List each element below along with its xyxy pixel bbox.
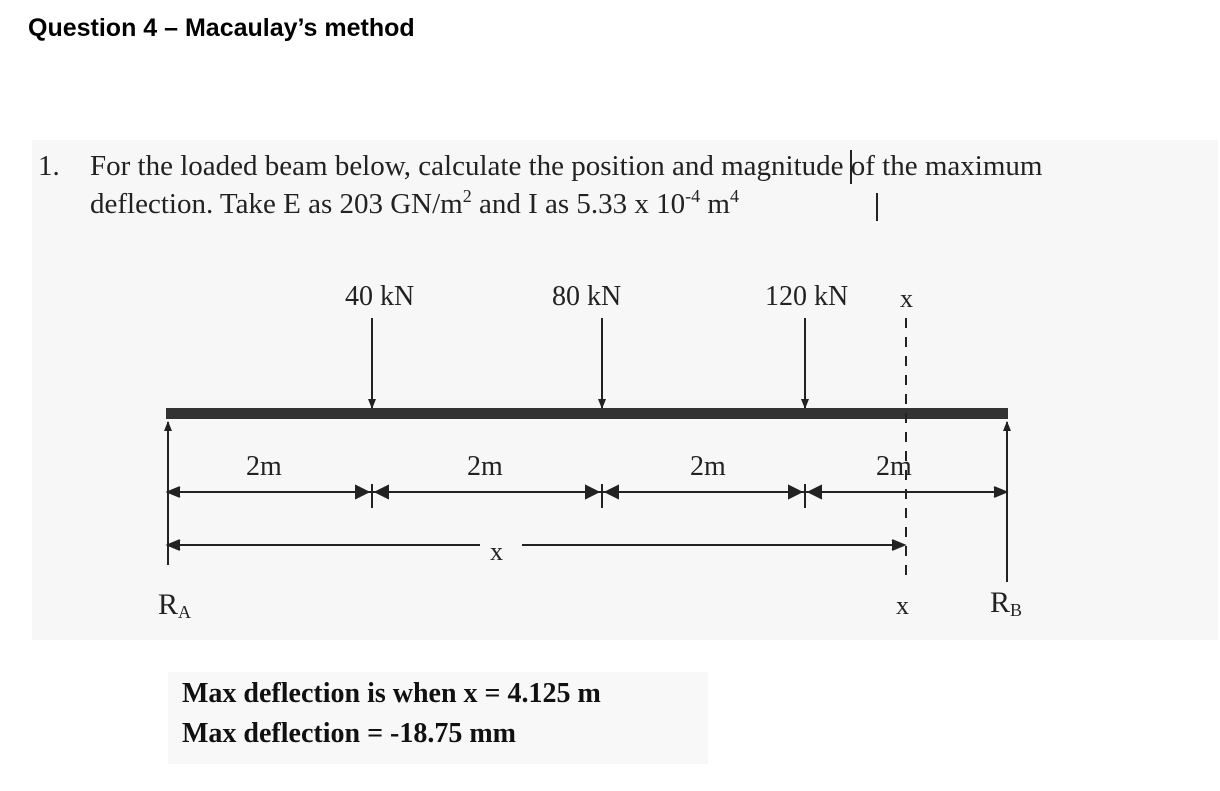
text-cursor-mark bbox=[850, 150, 852, 184]
question-text-superscript-2: 2 bbox=[462, 186, 472, 206]
question-text-line-1: For the loaded beam below, calculate the… bbox=[90, 150, 1043, 182]
span-dimension-line bbox=[165, 484, 1009, 508]
answer-magnitude: Max deflection = -18.75 mm bbox=[182, 718, 516, 749]
load-label-120kn: 120 kN bbox=[765, 281, 848, 312]
section-label-top: x bbox=[900, 284, 913, 313]
reaction-label-rb-sub: B bbox=[1010, 600, 1022, 620]
span-label-4: 2m bbox=[876, 451, 912, 482]
load-label-80kn: 80 kN bbox=[552, 281, 621, 312]
reaction-label-ra-sub: A bbox=[178, 602, 191, 622]
answer-position: Max deflection is when x = 4.125 m bbox=[182, 678, 601, 709]
beam bbox=[166, 408, 1008, 419]
question-text-superscript-4: 4 bbox=[729, 186, 739, 206]
span-label-3: 2m bbox=[690, 451, 726, 482]
load-label-40kn: 40 kN bbox=[345, 281, 414, 312]
answer-box bbox=[168, 672, 708, 764]
beam-diagram: 40 kN 80 kN 120 kN x 2m 2m 2m 2m x bbox=[158, 281, 1022, 622]
scanned-figure-background bbox=[32, 140, 1218, 640]
question-text-superscript-neg4: -4 bbox=[685, 186, 701, 206]
distance-x-label: x bbox=[490, 537, 503, 566]
reaction-label-ra: RA bbox=[158, 588, 191, 622]
question-number: 1. bbox=[38, 150, 60, 182]
span-label-2: 2m bbox=[467, 451, 503, 482]
question-text-line-2: deflection. Take E as 203 GN/m2 and I as… bbox=[90, 186, 739, 221]
reaction-label-ra-main: R bbox=[158, 588, 178, 621]
reaction-label-rb-main: R bbox=[990, 586, 1010, 619]
question-text-line-2-prefix: deflection. Take E as 203 GN/m bbox=[90, 188, 463, 220]
question-text-line-2-unit: m bbox=[700, 188, 730, 220]
reaction-label-rb: RB bbox=[990, 586, 1022, 620]
question-heading: Question 4 – Macaulay’s method bbox=[28, 14, 415, 42]
text-cursor-mark-2 bbox=[876, 193, 878, 221]
section-label-bottom: x bbox=[896, 591, 909, 620]
x-distance-line bbox=[165, 539, 907, 551]
question-text-line-2-mid: and I as 5.33 x 10 bbox=[471, 188, 686, 220]
span-label-1: 2m bbox=[246, 451, 282, 482]
